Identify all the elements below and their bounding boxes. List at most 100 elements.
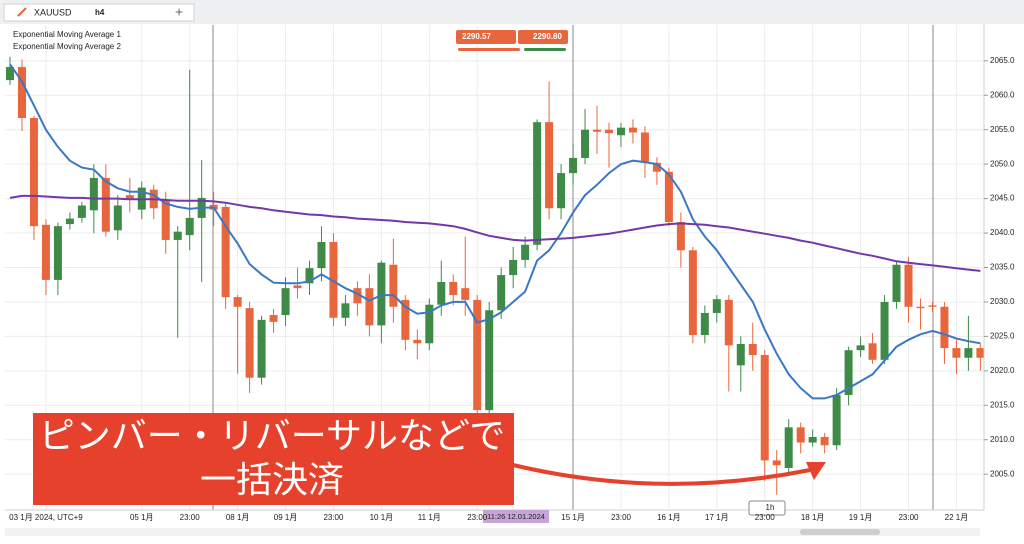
candle-body [964, 348, 973, 358]
candle-body [581, 129, 590, 158]
y-tick-label: 2025.0 [990, 332, 1015, 341]
interval[interactable]: h4 [95, 8, 105, 17]
candle-body [377, 262, 386, 326]
candle-body [6, 67, 14, 81]
candle-body [569, 157, 578, 174]
x-tick-label: 23:00 [180, 513, 201, 522]
annotation-box [33, 413, 514, 505]
scrollbar-track[interactable] [5, 528, 980, 536]
x-tick-label: 23:00 [611, 513, 632, 522]
x-tick-label: 23:00 [467, 513, 488, 522]
y-tick-label: 2050.0 [990, 159, 1015, 168]
candle-body [509, 259, 518, 276]
candle-body [17, 67, 26, 119]
candle-body [796, 427, 805, 443]
candle-body [461, 288, 470, 300]
tab[interactable] [3, 3, 195, 22]
candle-body [269, 315, 278, 322]
candle-body [329, 242, 338, 318]
candle-body [233, 297, 242, 307]
candle-body [640, 132, 649, 163]
sell-bar [458, 48, 520, 51]
candle-body [185, 217, 194, 236]
add-tab[interactable]: + [175, 4, 183, 20]
candle-body [605, 129, 613, 134]
x-tick-label: 10 1月 [370, 513, 394, 522]
x-tick-label: 22 1月 [945, 513, 969, 522]
candle-body [449, 281, 458, 296]
candle-body [281, 288, 290, 316]
buy-button[interactable] [518, 30, 568, 44]
timeframe-label: 1h [766, 503, 775, 512]
y-tick-label: 2040.0 [990, 228, 1015, 237]
candle-body [904, 264, 913, 307]
candle-body [688, 250, 697, 336]
candle-body [736, 343, 745, 366]
candle-body [245, 308, 254, 378]
sell-button[interactable] [456, 30, 516, 44]
legend-entry: Exponential Moving Average 2 [13, 42, 121, 51]
candle-body [820, 436, 829, 446]
candle-body [916, 306, 925, 309]
candle-body [784, 427, 793, 468]
candle-body [832, 394, 841, 446]
candle-body [341, 303, 350, 318]
candle-body [29, 118, 38, 227]
ema-line [9, 194, 981, 272]
candle-body [557, 173, 566, 209]
candle-body [65, 218, 74, 225]
candle-body [664, 171, 673, 223]
timeframe-button[interactable] [748, 500, 786, 516]
y-tick-label: 2065.0 [990, 56, 1015, 65]
x-tick-label: 11 1月 [418, 513, 441, 522]
candle-body [940, 306, 949, 349]
candle-body [437, 281, 446, 305]
crosshair-label: 11:26 12.01.2024 [487, 512, 545, 521]
candle-body [760, 354, 769, 461]
candle-body [353, 288, 362, 304]
candle-body [856, 345, 865, 351]
candle-body [413, 339, 422, 344]
y-tick-label: 2015.0 [990, 400, 1015, 409]
candle-body [317, 242, 326, 269]
x-tick-label: 09 1月 [274, 513, 298, 522]
candle-body [221, 206, 230, 298]
candle-body [748, 343, 757, 355]
candle-body [497, 275, 506, 311]
annotation-text: 一括決済 [200, 460, 344, 501]
candle-body [365, 288, 374, 326]
candle-body [473, 299, 482, 411]
candle-body [305, 268, 314, 284]
x-tick-label: 05 1月 [130, 513, 154, 522]
candle-body [880, 301, 889, 360]
ema-line [9, 63, 981, 400]
candle-body [844, 350, 853, 395]
x-tick-label: 03 1月 2024, UTC+9 [9, 513, 83, 522]
candle-body [976, 348, 985, 358]
candle-body [892, 264, 901, 302]
candle-body [533, 122, 542, 245]
candle-body [77, 205, 86, 218]
x-tick-label: 17 1月 [705, 513, 729, 522]
x-tick-label: 16 1月 [657, 513, 681, 522]
x-tick-label: 23:00 [323, 513, 344, 522]
candle-body [161, 199, 170, 240]
scrollbar-thumb[interactable] [800, 529, 880, 535]
candle-body [952, 348, 961, 358]
y-tick-label: 2020.0 [990, 366, 1015, 375]
candle-body [125, 195, 134, 200]
x-tick-label: 08 1月 [226, 513, 250, 522]
candle-body [628, 127, 637, 133]
y-tick-label: 2030.0 [990, 297, 1015, 306]
annotation-text: ピンバー・リバーサルなどで [39, 416, 506, 457]
candle-body [928, 305, 937, 307]
y-tick-label: 2035.0 [990, 263, 1015, 272]
y-tick-label: 2055.0 [990, 125, 1015, 134]
candle-body [425, 304, 434, 344]
x-tick-label: 19 1月 [849, 513, 873, 522]
candle-body [389, 264, 398, 307]
candle-body [545, 122, 554, 209]
candle-body [41, 224, 50, 280]
annotation: ピンバー・リバーサルなどで 一括決済 [33, 413, 826, 505]
